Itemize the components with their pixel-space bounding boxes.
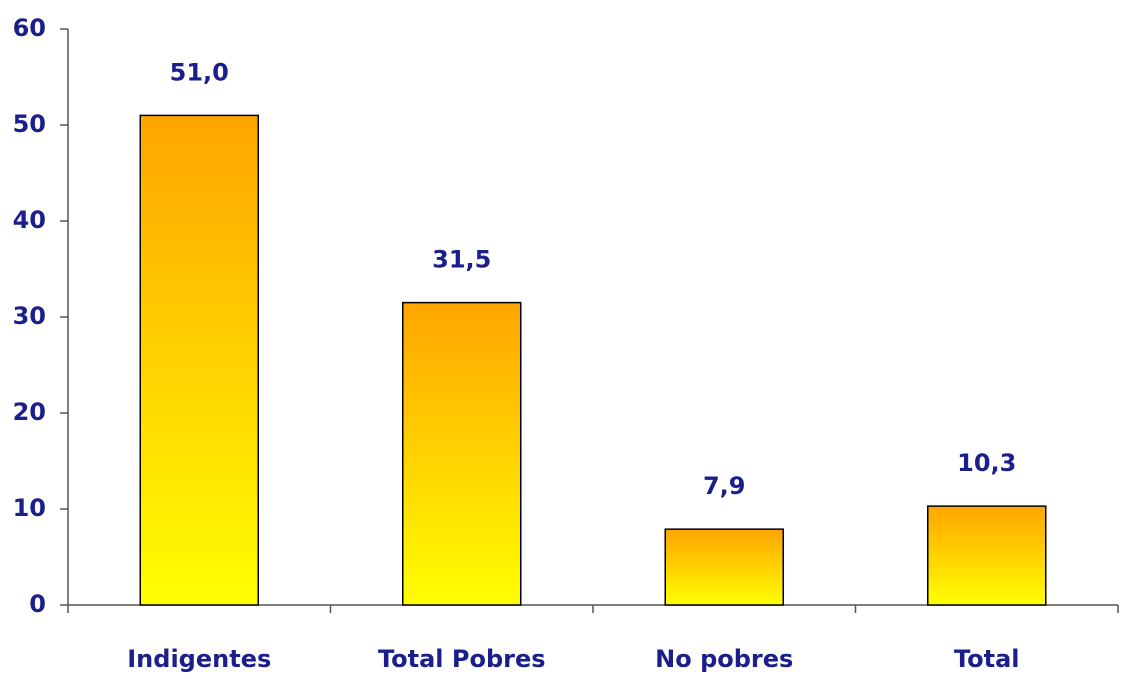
value-label: 10,3 [957,449,1016,477]
x-tick-label: Total [954,645,1020,673]
value-label: 51,0 [170,58,229,86]
bar [402,301,522,606]
bar [139,114,259,606]
y-tick-label: 40 [13,206,46,234]
bar [664,528,784,606]
y-tick-label: 0 [29,590,46,618]
value-label: 31,5 [432,246,491,274]
y-tick-label: 60 [13,14,46,42]
y-tick-label: 30 [13,302,46,330]
x-tick-label: Total Pobres [378,645,546,673]
y-tick-label: 20 [13,398,46,426]
y-tick-label: 50 [13,110,46,138]
x-tick-label: Indigentes [127,645,271,673]
value-label: 7,9 [703,472,746,500]
bar [927,505,1047,606]
y-tick-label: 10 [13,494,46,522]
x-tick-label: No pobres [655,645,793,673]
